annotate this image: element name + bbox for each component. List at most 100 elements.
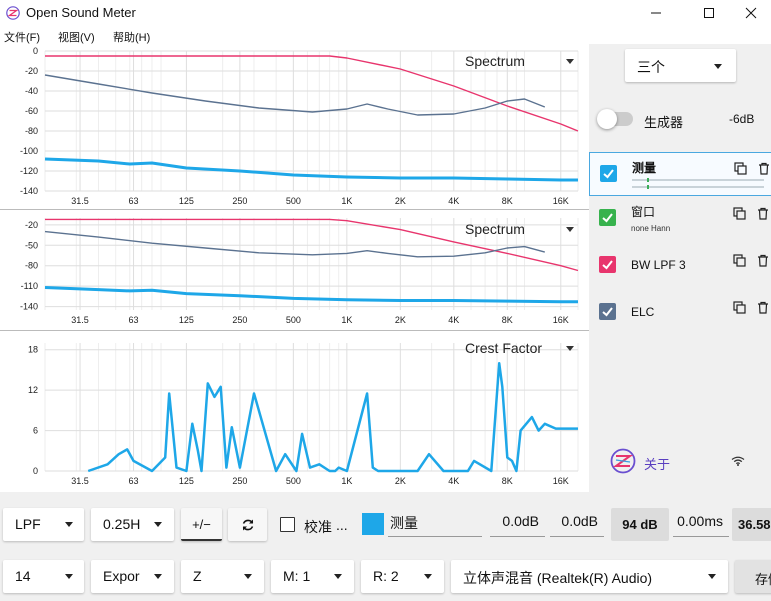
generator-toggle[interactable] <box>597 109 633 129</box>
generator-label: 生成器 <box>644 115 684 130</box>
maximize-button[interactable] <box>686 0 732 26</box>
check-icon <box>602 213 613 223</box>
export-select[interactable]: Expor <box>91 560 174 593</box>
refresh-button[interactable] <box>228 508 267 541</box>
trash-icon[interactable] <box>757 207 769 220</box>
spectrum-plot-2[interactable]: 31.5 63 125 250 500 1K 2K 4K 8K 16K -20 -50 -80 -110 -… <box>0 210 589 330</box>
mode-value: Z <box>193 568 202 584</box>
x-tick-label: 500 <box>286 476 301 486</box>
chevron-down-icon <box>244 574 252 579</box>
audio-device-select[interactable]: 立体声混音 (Realtek(R) Audio) <box>451 560 728 593</box>
y-tick-label: -120 <box>20 166 38 176</box>
source-toolbar: 14 Expor Z M: 1 R: 2 立体声混音 (Realtek(R) A… <box>0 557 771 597</box>
trash-icon[interactable] <box>757 254 769 267</box>
series-line <box>44 230 545 258</box>
y-tick-label: -80 <box>25 261 38 271</box>
plot-type-dropdown-icon[interactable] <box>566 59 574 64</box>
offset-value: 0.0dB <box>561 513 598 529</box>
series-line <box>45 218 579 272</box>
source-checkbox[interactable] <box>599 209 616 226</box>
y-tick-label: -80 <box>25 126 38 136</box>
calibrate-more-button[interactable]: ... <box>336 517 348 533</box>
title-bar: Open Sound Meter <box>0 0 771 26</box>
y-tick-label: -60 <box>25 106 38 116</box>
delay-value: 0.00ms <box>677 513 723 529</box>
close-button[interactable] <box>728 0 771 26</box>
trash-icon[interactable] <box>758 162 770 175</box>
refresh-icon <box>242 519 254 531</box>
plot-title: Spectrum <box>465 53 525 69</box>
wifi-icon <box>731 456 745 466</box>
level-meter-mark <box>647 185 649 189</box>
gain-value: 0.0dB <box>502 513 539 529</box>
store-button[interactable]: 存储 <box>735 560 771 593</box>
toggle-knob <box>597 109 617 129</box>
series-line <box>45 55 579 132</box>
plot-layout-select[interactable]: 三个 <box>625 49 736 82</box>
x-tick-label: 8K <box>502 196 513 206</box>
copy-icon[interactable] <box>733 254 746 267</box>
about-button[interactable]: 关于 <box>609 448 679 474</box>
chevron-down-icon <box>424 574 432 579</box>
minimize-button[interactable] <box>633 0 679 26</box>
series-line <box>87 361 578 473</box>
menu-bar: 文件(F) 视图(V) 帮助(H) <box>0 26 771 44</box>
crest-factor-chart: 31.5 63 125 250 500 1K 2K 4K 8K 16K 18 12 6 0 <box>28 343 579 486</box>
menu-help[interactable]: 帮助(H) <box>113 32 151 44</box>
copy-icon[interactable] <box>734 162 747 175</box>
x-tick-label: 31.5 <box>71 476 89 486</box>
x-tick-label: 8K <box>502 315 513 325</box>
calibrate-checkbox[interactable] <box>280 517 295 532</box>
mode-select[interactable]: Z <box>181 560 264 593</box>
source-checkbox[interactable] <box>599 303 616 320</box>
x-tick-label: 500 <box>286 315 301 325</box>
x-tick-label: 125 <box>179 196 194 206</box>
order-select[interactable]: 14 <box>3 560 84 593</box>
audio-device-value: 立体声混音 (Realtek(R) Audio) <box>463 570 653 586</box>
plot-divider[interactable] <box>0 330 589 331</box>
x-tick-label: 2K <box>395 196 406 206</box>
source-item-bw-lpf[interactable]: BW LPF 3 <box>589 242 771 286</box>
x-tick-label: 31.5 <box>71 196 89 206</box>
chevron-down-icon <box>154 574 162 579</box>
x-tick-label: 125 <box>179 315 194 325</box>
source-item-window[interactable]: 窗口 none Hann <box>589 197 771 241</box>
source-checkbox[interactable] <box>600 165 617 182</box>
frequency-select[interactable]: 0.25H <box>91 508 174 541</box>
series-line <box>44 286 578 304</box>
copy-icon[interactable] <box>733 207 746 220</box>
measurement-color-swatch[interactable] <box>362 513 384 535</box>
plot-title: Spectrum <box>465 221 525 237</box>
gain-field[interactable]: 0.0dB <box>490 507 545 537</box>
source-checkbox[interactable] <box>599 256 616 273</box>
polarity-button[interactable]: +/− <box>181 508 222 541</box>
spl-level-button[interactable]: 94 dB <box>611 508 669 541</box>
reference-channel-select[interactable]: R: 2 <box>361 560 444 593</box>
measurement-channel-select[interactable]: M: 1 <box>271 560 354 593</box>
x-tick-label: 2K <box>395 315 406 325</box>
menu-file[interactable]: 文件(F) <box>4 32 41 44</box>
measurement-name-field[interactable]: 测量 <box>388 507 482 537</box>
plot-divider[interactable] <box>0 209 589 210</box>
delay-field[interactable]: 0.00ms <box>673 507 729 537</box>
trash-icon[interactable] <box>757 301 769 314</box>
source-name: 测量 <box>632 161 657 175</box>
crest-factor-plot[interactable]: 31.5 63 125 250 500 1K 2K 4K 8K 16K 18 12 6 0 Crest F… <box>0 331 589 492</box>
x-tick-label: 500 <box>286 196 301 206</box>
window-title: Open Sound Meter <box>26 5 136 20</box>
plot-type-dropdown-icon[interactable] <box>566 346 574 351</box>
level-meter <box>632 178 764 182</box>
source-item-measure[interactable]: 测量 <box>589 152 771 196</box>
plot-type-dropdown-icon[interactable] <box>566 227 574 232</box>
app-logo-icon <box>610 448 636 474</box>
x-tick-label: 63 <box>129 196 139 206</box>
extra-value-button[interactable]: 36.58 <box>732 508 771 541</box>
order-value: 14 <box>15 568 31 584</box>
chevron-down-icon <box>65 522 73 527</box>
source-item-elc[interactable]: ELC <box>589 289 771 333</box>
filter-select[interactable]: LPF <box>3 508 84 541</box>
spectrum-plot-1[interactable]: 31.5 63 125 250 500 1K 2K 4K 8K 16K 0 -20 -40 -60 -80 -… <box>0 44 589 209</box>
offset-field[interactable]: 0.0dB <box>550 507 604 537</box>
copy-icon[interactable] <box>733 301 746 314</box>
menu-view[interactable]: 视图(V) <box>58 32 95 44</box>
